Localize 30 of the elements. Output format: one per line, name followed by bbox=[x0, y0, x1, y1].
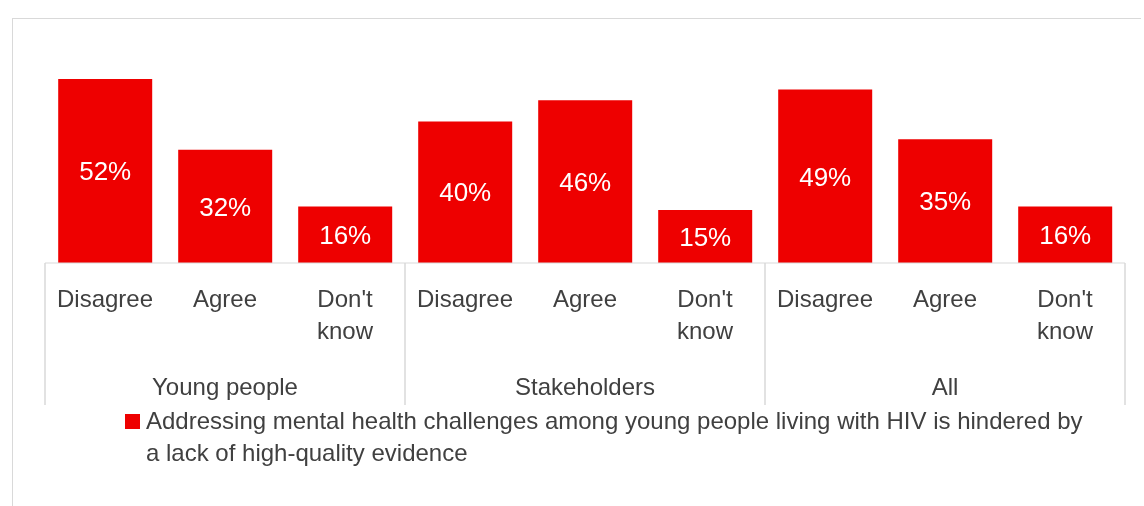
x-tick-label: Agree bbox=[552, 285, 618, 312]
bar bbox=[418, 121, 513, 263]
bar bbox=[898, 139, 993, 263]
data-label: 16% bbox=[319, 219, 372, 250]
data-label: 35% bbox=[919, 186, 972, 217]
data-label: 15% bbox=[679, 221, 732, 252]
data-label: 32% bbox=[199, 191, 252, 222]
x-tick-label: Disagree bbox=[416, 285, 514, 312]
x-tick-label: Don't know bbox=[316, 285, 374, 344]
bar bbox=[1018, 206, 1113, 263]
x-tick-label: Disagree bbox=[56, 285, 154, 312]
data-label: 40% bbox=[439, 177, 492, 208]
data-label: 16% bbox=[1039, 219, 1092, 250]
data-label: 46% bbox=[559, 166, 612, 197]
text: All bbox=[931, 373, 959, 400]
data-label: 52% bbox=[79, 156, 132, 187]
bar bbox=[178, 149, 273, 263]
bar bbox=[58, 79, 153, 263]
text: Stakeholders bbox=[514, 373, 656, 400]
bar bbox=[778, 89, 873, 263]
legend-label: Addressing mental health challenges among young people living with HIV is hindered by a lack of high-quality evidence bbox=[146, 406, 1084, 468]
x-tick-label: Disagree bbox=[776, 285, 874, 312]
x-tick-label: Agree bbox=[192, 285, 258, 312]
x-tick-label: Agree bbox=[912, 285, 978, 312]
text: Young people bbox=[152, 373, 298, 400]
bar bbox=[298, 206, 393, 263]
bar bbox=[538, 100, 633, 263]
x-tick-label: Don't know bbox=[1036, 285, 1094, 344]
data-label: 49% bbox=[799, 161, 852, 192]
x-tick-label: Don't know bbox=[676, 285, 734, 344]
